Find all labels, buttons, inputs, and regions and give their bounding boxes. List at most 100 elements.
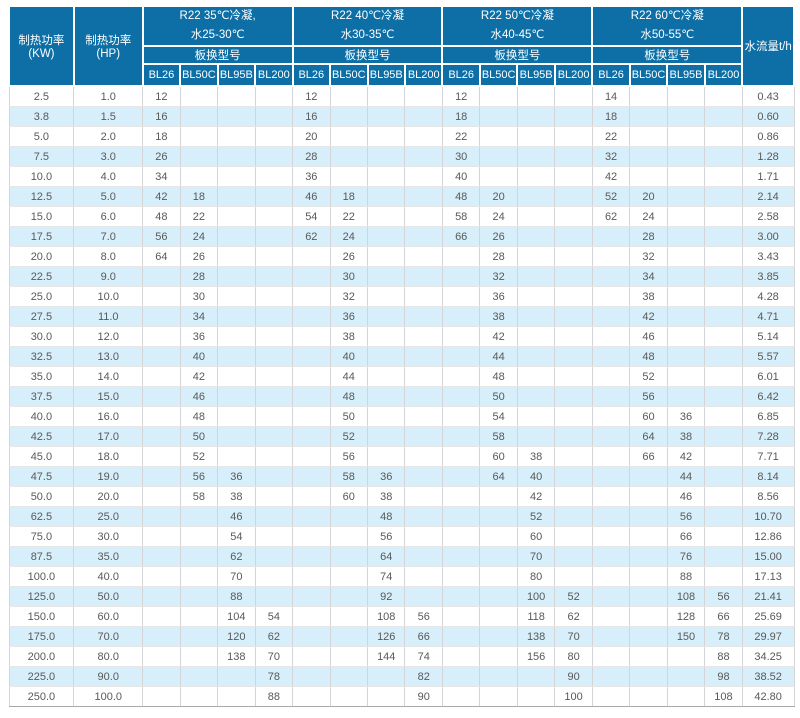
cell-model-value (179, 606, 219, 627)
cell-model-value (367, 106, 406, 127)
table-row: 47.5 19.0 56 36 58 36 64 40 44 8.14 (8, 466, 795, 487)
cell-model-value (554, 266, 593, 287)
cell-model-value (292, 326, 331, 347)
cell-model-value (217, 286, 256, 307)
table-row: 3.8 1.5 16 16 18 18 0.60 (8, 106, 795, 127)
cell-heating-power-kw: 3.8 (8, 106, 75, 127)
cell-model-value (629, 646, 668, 667)
cell-heating-power-kw: 62.5 (8, 506, 75, 527)
model-code-row: BL26 BL50C BL95B BL200 BL26 BL50C BL95B … (9, 63, 794, 87)
header-group-r22-60: R22 60℃冷凝 水50-55℃ (591, 5, 744, 47)
cell-model-value (704, 426, 743, 447)
header-model-bl50c: BL50C (179, 63, 219, 87)
cell-model-value (704, 386, 743, 407)
group-title-line1: R22 60℃冷凝 (630, 10, 704, 22)
table-row: 27.5 11.0 34 36 38 42 4.71 (8, 306, 795, 327)
cell-model-value (179, 166, 219, 187)
cell-model-value (516, 146, 556, 167)
cell-model-value (142, 606, 181, 627)
cell-model-value: 30 (329, 266, 369, 287)
cell-model-value: 128 (666, 606, 706, 627)
cell-model-value (404, 466, 443, 487)
cell-model-value (629, 146, 668, 167)
cell-model-value: 24 (329, 226, 369, 247)
cell-model-value (554, 146, 593, 167)
table-row: 62.5 25.0 46 48 52 56 10.70 (8, 506, 795, 527)
cell-heating-power-kw: 47.5 (8, 466, 75, 487)
cell-heating-power-kw: 25.0 (8, 286, 75, 307)
cell-model-value (179, 546, 219, 567)
table-row: 40.0 16.0 48 50 54 60 36 6.85 (8, 406, 795, 427)
cell-model-value (142, 426, 181, 447)
cell-model-value (367, 146, 406, 167)
group-title-line2: 水25-30℃ (190, 29, 245, 41)
cell-model-value (404, 286, 443, 307)
cell-model-value (554, 186, 593, 207)
cell-heating-power-hp: 1.5 (73, 106, 144, 127)
cell-model-value (404, 186, 443, 207)
cell-model-value: 52 (179, 446, 219, 467)
cell-model-value: 56 (179, 466, 219, 487)
cell-model-value (367, 666, 406, 687)
cell-model-value (441, 366, 481, 387)
cell-heating-power-kw: 37.5 (8, 386, 75, 407)
cell-model-value (404, 366, 443, 387)
table-row: 32.5 13.0 40 40 44 48 5.57 (8, 346, 795, 367)
cell-model-value (292, 406, 331, 427)
cell-model-value (292, 486, 331, 507)
cell-model-value (254, 486, 294, 507)
header-model-label-2: 板换型号 (291, 45, 444, 65)
cell-model-value (591, 426, 631, 447)
cell-model-value (404, 106, 443, 127)
cell-model-value: 48 (142, 206, 181, 227)
cell-model-value (479, 166, 518, 187)
cell-model-value (142, 666, 181, 687)
cell-water-flow: 3.43 (741, 246, 795, 267)
cell-model-value (441, 266, 481, 287)
cell-model-value: 64 (479, 466, 518, 487)
cell-heating-power-kw: 2.5 (8, 85, 75, 107)
cell-model-value (704, 466, 743, 487)
cell-model-value (254, 466, 294, 487)
cell-model-value (217, 666, 256, 687)
cell-model-value (217, 326, 256, 347)
cell-heating-power-kw: 20.0 (8, 246, 75, 267)
cell-heating-power-kw: 30.0 (8, 326, 75, 347)
cell-heating-power-hp: 2.0 (73, 126, 144, 147)
cell-model-value (441, 686, 481, 707)
cell-water-flow: 21.41 (741, 586, 795, 607)
cell-heating-power-hp: 35.0 (73, 546, 144, 567)
cell-model-value (479, 686, 518, 707)
cell-model-value (666, 186, 706, 207)
cell-model-value (142, 306, 181, 327)
cell-model-value: 56 (666, 506, 706, 527)
cell-model-value (217, 426, 256, 447)
cell-model-value (179, 566, 219, 587)
cell-water-flow: 0.60 (741, 106, 795, 127)
cell-model-value (404, 146, 443, 167)
cell-model-value (367, 186, 406, 207)
cell-model-value (367, 226, 406, 247)
cell-model-value: 44 (666, 466, 706, 487)
cell-model-value: 18 (329, 186, 369, 207)
cell-model-value (666, 166, 706, 187)
cell-model-value (142, 466, 181, 487)
cell-model-value (479, 666, 518, 687)
table-row: 15.0 6.0 48 22 54 22 58 24 62 24 2.58 (8, 206, 795, 227)
cell-model-value (179, 686, 219, 707)
cell-water-flow: 17.13 (741, 566, 795, 587)
cell-model-value (179, 626, 219, 647)
cell-model-value (554, 566, 593, 587)
cell-model-value: 38 (329, 326, 369, 347)
cell-model-value (367, 206, 406, 227)
cell-model-value: 98 (704, 666, 743, 687)
header-model-bl26: BL26 (141, 63, 182, 87)
cell-model-value: 88 (217, 586, 256, 607)
cell-model-value (441, 606, 481, 627)
cell-model-value: 58 (441, 206, 481, 227)
table-row: 2.5 1.0 12 12 12 14 0.43 (8, 85, 795, 107)
cell-model-value (629, 606, 668, 627)
cell-model-value (704, 566, 743, 587)
cell-model-value (441, 246, 481, 267)
cell-model-value (629, 566, 668, 587)
